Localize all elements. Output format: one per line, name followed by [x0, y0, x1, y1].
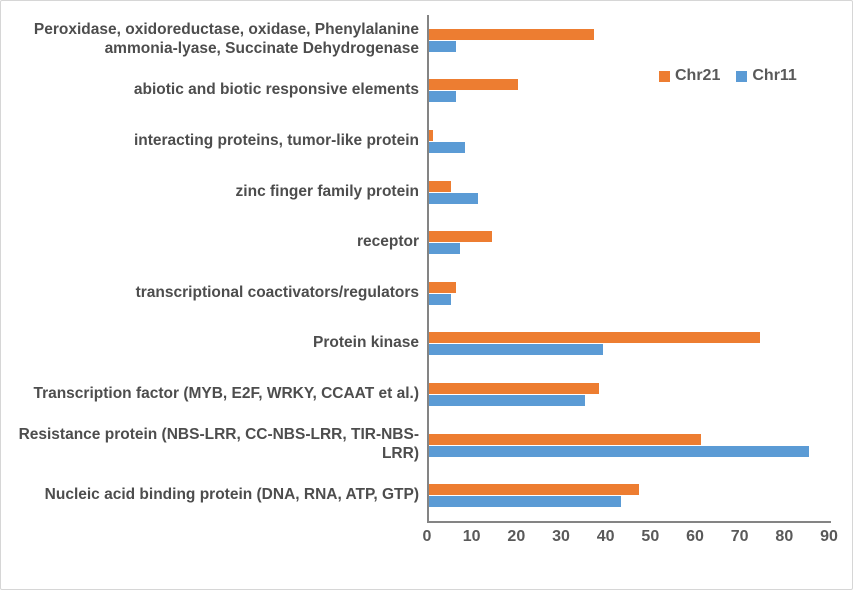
category-label: Resistance protein (NBS-LRR, CC-NBS-LRR,…	[18, 426, 419, 463]
bar-chr11	[429, 40, 456, 52]
category-band	[429, 369, 831, 420]
bar-chr11	[429, 141, 465, 153]
bar-chr21	[429, 180, 452, 192]
x-tick-label: 70	[730, 528, 749, 545]
legend-swatch-chr21	[659, 70, 670, 82]
bar-chr21	[429, 382, 599, 394]
legend-swatch-chr11	[736, 70, 748, 82]
category-band	[429, 470, 831, 521]
category-band	[429, 66, 831, 117]
bar-chr21	[429, 332, 760, 344]
bar-chr11	[429, 192, 479, 204]
category-label: abiotic and biotic responsive elements	[133, 81, 419, 99]
category-band	[429, 420, 831, 471]
x-axis-ticks: 0 10 20 30 40 50 60 70 80 90	[423, 528, 838, 550]
bar-chr21	[429, 281, 456, 293]
x-tick-label: 0	[422, 528, 432, 545]
category-label: zinc finger family protein	[235, 182, 419, 200]
bar-chr11	[429, 243, 461, 255]
legend: Chr21 Chr11	[659, 67, 797, 85]
category-label: Peroxidase, oxidoreductase, oxidase, Phe…	[33, 21, 419, 58]
plot-area	[427, 15, 831, 523]
x-tick-label: 50	[641, 528, 660, 545]
category-band	[429, 319, 831, 370]
bar-chr21	[429, 28, 595, 40]
category-label: interacting proteins, tumor-like protein	[133, 132, 419, 150]
legend-label-chr21: Chr21	[675, 67, 721, 84]
category-label: receptor	[356, 233, 419, 251]
category-band	[429, 15, 831, 66]
category-band	[429, 116, 831, 167]
bar-chr21	[429, 433, 702, 445]
x-tick-label: 40	[596, 528, 615, 545]
bar-chr21	[429, 231, 492, 243]
x-tick-label: 90	[820, 528, 838, 545]
bar-chr21	[429, 129, 434, 141]
category-band	[429, 167, 831, 218]
bar-chr21	[429, 484, 639, 496]
bar-chr11	[429, 394, 586, 406]
category-band	[429, 268, 831, 319]
category-label: Protein kinase	[313, 334, 419, 352]
category-band	[429, 217, 831, 268]
legend-label-chr11: Chr11	[752, 67, 797, 84]
bar-chr11	[429, 91, 456, 103]
bar-chr11	[429, 445, 809, 457]
legend-item-chr11: Chr11	[736, 67, 797, 85]
bar-chr21	[429, 79, 519, 91]
category-label: Transcription factor (MYB, E2F, WRKY, CC…	[33, 385, 419, 402]
bar-chr11	[429, 496, 622, 508]
x-tick-label: 10	[462, 528, 481, 545]
category-label: transcriptional coactivators/regulators	[135, 283, 419, 301]
x-tick-label: 20	[507, 528, 526, 545]
x-tick-label: 80	[775, 528, 794, 545]
legend-item-chr21: Chr21	[659, 67, 720, 85]
x-tick-label: 30	[552, 528, 570, 545]
x-tick-label: 60	[686, 528, 704, 545]
bar-chr11	[429, 344, 604, 356]
bar-chr11	[429, 293, 452, 305]
category-label: Nucleic acid binding protein (DNA, RNA, …	[44, 486, 419, 504]
category-labels: Peroxidase, oxidoreductase, oxidase, Phe…	[7, 15, 419, 521]
